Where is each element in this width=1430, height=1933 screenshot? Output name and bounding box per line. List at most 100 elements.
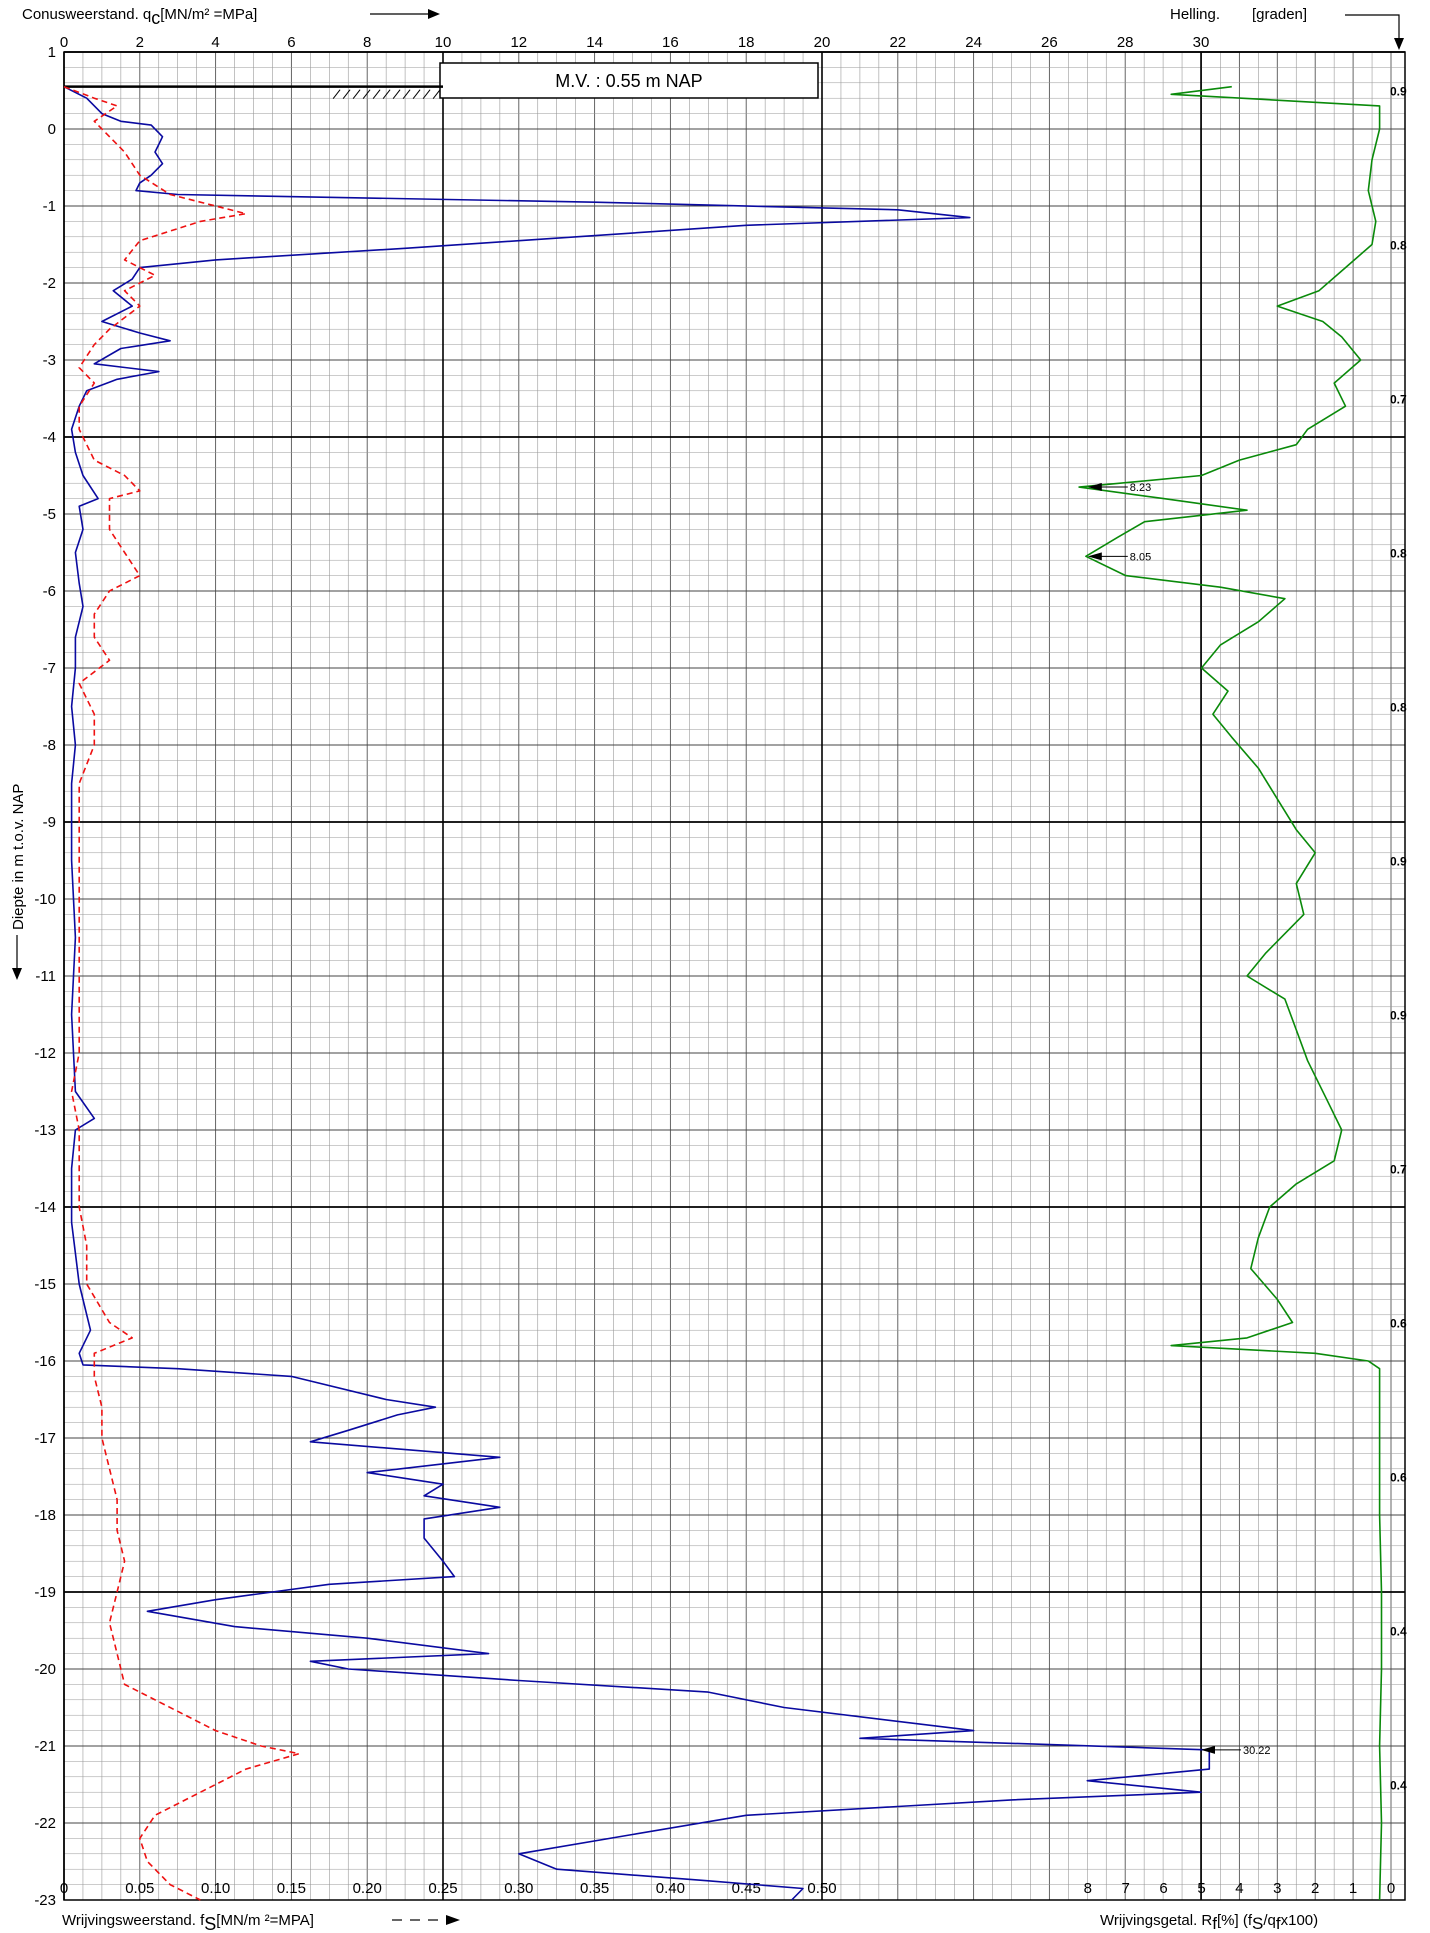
qc-axis-ticks: 0 2 4 6 8 10 12 14 16 18 20 22 24 26 28 30 xyxy=(60,34,1210,51)
depth-tick-label: -20 xyxy=(34,1661,56,1678)
depth-tick-label: -8 xyxy=(43,737,56,754)
qc-tick-label: 20 xyxy=(814,34,831,51)
rf-axis-ticks: 8 7 6 5 4 3 2 1 0 xyxy=(1084,1880,1396,1897)
series-fs-line xyxy=(63,85,300,1901)
depth-tick-label: -4 xyxy=(43,429,56,446)
depth-tick-label: -22 xyxy=(34,1815,56,1832)
depth-tick-label: -23 xyxy=(34,1892,56,1909)
fs-tick-label: 0.40 xyxy=(656,1880,685,1897)
hatch-mark xyxy=(362,89,371,99)
helling-label: 0.4 xyxy=(1390,1779,1407,1793)
ground-hatching xyxy=(332,89,441,99)
helling-label: 0.8 xyxy=(1390,547,1407,561)
helling-label: 0.9 xyxy=(1390,1009,1407,1023)
qc-axis-label: Conusweerstand. qc[MN/m² =MPa] xyxy=(22,6,257,28)
hatch-mark xyxy=(392,89,401,99)
ground-level-label: M.V. : 0.55 m NAP xyxy=(555,71,702,91)
hatch-mark xyxy=(332,89,341,99)
series-qc-line xyxy=(63,85,1211,1901)
rf-tick-label: 7 xyxy=(1122,1880,1130,1897)
depth-tick-label: 0 xyxy=(48,121,56,138)
depth-tick-label: 1 xyxy=(48,44,56,61)
rf-tick-label: 6 xyxy=(1159,1880,1167,1897)
qc-tick-label: 22 xyxy=(889,34,906,51)
helling-axis-unit: [graden] xyxy=(1252,6,1307,23)
fs-tick-label: 0.25 xyxy=(428,1880,457,1897)
rf-tick-label: 0 xyxy=(1387,1880,1395,1897)
annotation-arrow xyxy=(1201,1745,1215,1754)
qc-tick-label: 24 xyxy=(965,34,982,51)
fs-axis-label: Wrijvingsweerstand. fS[MN/m ²=MPA] xyxy=(62,1912,314,1933)
qc-tick-label: 14 xyxy=(586,34,603,51)
hatch-mark xyxy=(342,89,351,99)
fs-tick-label: 0.35 xyxy=(580,1880,609,1897)
helling-label: 0.9 xyxy=(1390,85,1407,99)
depth-tick-label: -16 xyxy=(34,1353,56,1370)
depth-tick-label: -18 xyxy=(34,1507,56,1524)
fs-axis-arrow xyxy=(392,1915,460,1925)
hatch-mark xyxy=(382,89,391,99)
depth-tick-label: -3 xyxy=(43,352,56,369)
annotation-arrow xyxy=(1087,552,1102,561)
depth-tick-label: -11 xyxy=(35,968,56,985)
depth-axis-title: Diepte in m t.o.v. NAP xyxy=(10,784,27,980)
qc-axis-arrow xyxy=(370,9,440,19)
depth-axis-ticks: 1 0 -1 -2 -3 -4 -5 -6 -7 -8 -9 -10 -11 -12 -13 -14 -15 -1… xyxy=(34,44,56,1909)
depth-tick-label: -1 xyxy=(43,198,56,215)
fs-tick-label: 0 xyxy=(60,1880,68,1897)
qc-tick-label: 16 xyxy=(662,34,679,51)
qc-tick-label: 0 xyxy=(60,34,68,51)
qc-tick-label: 26 xyxy=(1041,34,1058,51)
depth-tick-label: -5 xyxy=(43,506,56,523)
helling-label: 0.8 xyxy=(1390,239,1407,253)
rf-axis-label: Wrijvingsgetal. Rf[%] (fS/qfx100) xyxy=(1100,1912,1318,1933)
helling-label: 0.7 xyxy=(1390,1163,1407,1177)
depth-tick-label: -15 xyxy=(34,1276,56,1293)
hatch-mark xyxy=(412,89,421,99)
depth-tick-label: -2 xyxy=(43,275,56,292)
helling-label: 0.4 xyxy=(1390,1625,1407,1639)
depth-tick-label: -7 xyxy=(43,660,56,677)
fs-tick-label: 0.15 xyxy=(277,1880,306,1897)
helling-axis-label: Helling. xyxy=(1170,6,1220,23)
qc-tick-label: 30 xyxy=(1193,34,1210,51)
rf-tick-label: 1 xyxy=(1349,1880,1357,1897)
qc-tick-label: 28 xyxy=(1117,34,1134,51)
fs-tick-label: 0.10 xyxy=(201,1880,230,1897)
fs-axis-ticks: 0 0.05 0.10 0.15 0.20 0.25 0.30 0.35 0.40 0.45 0.5… xyxy=(60,1880,837,1897)
annotations: 8.23 8.05 30.22 xyxy=(1087,482,1271,1757)
depth-tick-label: -13 xyxy=(34,1122,56,1139)
rf-tick-label: 2 xyxy=(1311,1880,1319,1897)
qc-tick-label: 18 xyxy=(738,34,755,51)
qc-tick-label: 12 xyxy=(510,34,527,51)
hatch-mark xyxy=(422,89,431,99)
annotation-label: 8.05 xyxy=(1130,551,1151,563)
helling-label: 0.6 xyxy=(1390,1471,1407,1485)
depth-tick-label: -14 xyxy=(34,1199,56,1216)
rf-tick-label: 3 xyxy=(1273,1880,1281,1897)
depth-tick-label: -17 xyxy=(34,1430,56,1447)
annotation-label: 30.22 xyxy=(1243,1745,1271,1757)
fs-tick-label: 0.05 xyxy=(125,1880,154,1897)
depth-tick-label: -21 xyxy=(34,1738,56,1755)
annotation-arrow xyxy=(1087,483,1102,492)
depth-tick-label: -9 xyxy=(43,814,56,831)
qc-tick-label: 2 xyxy=(136,34,144,51)
chart-frame xyxy=(63,51,1406,1901)
ground-level-box: M.V. : 0.55 m NAP xyxy=(439,62,819,99)
helling-axis-arrow xyxy=(1345,14,1404,50)
hatch-mark xyxy=(432,89,441,99)
series-rf-line xyxy=(1078,85,1383,1901)
hatch-mark xyxy=(352,89,361,99)
annotation-label: 8.23 xyxy=(1130,482,1151,494)
fs-tick-label: 0.20 xyxy=(353,1880,382,1897)
helling-label: 0.6 xyxy=(1390,1317,1407,1331)
helling-label: 0.9 xyxy=(1390,855,1407,869)
helling-label: 0.8 xyxy=(1390,701,1407,715)
rf-tick-label: 5 xyxy=(1197,1880,1205,1897)
hatch-mark xyxy=(402,89,411,99)
depth-tick-label: -12 xyxy=(34,1045,56,1062)
depth-tick-label: -10 xyxy=(34,891,56,908)
depth-tick-label: -6 xyxy=(43,583,56,600)
fs-tick-label: 0.30 xyxy=(504,1880,533,1897)
